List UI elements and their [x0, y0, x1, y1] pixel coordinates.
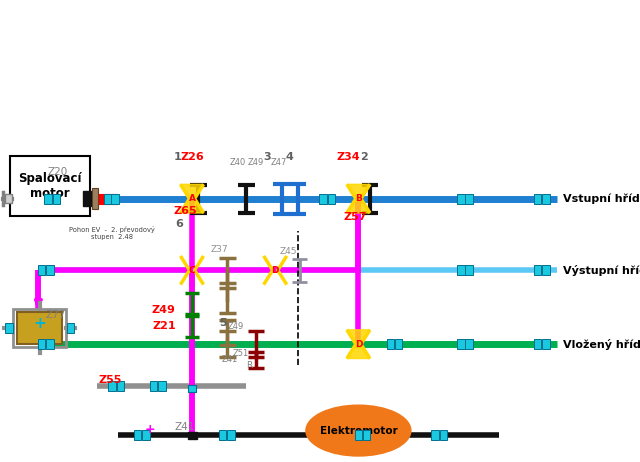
Bar: [38, 265, 45, 275]
Bar: [319, 194, 327, 204]
Text: Z49: Z49: [152, 304, 176, 315]
Bar: [440, 430, 447, 440]
Bar: [142, 430, 150, 440]
Text: Výstupní hřídel: Výstupní hřídel: [563, 265, 640, 276]
Bar: [67, 323, 74, 333]
Text: Z34: Z34: [337, 152, 360, 162]
Text: Z49: Z49: [227, 322, 244, 331]
Text: Z77: Z77: [45, 310, 66, 320]
Bar: [108, 381, 116, 391]
Bar: [457, 265, 465, 275]
Bar: [150, 381, 157, 391]
Text: 2: 2: [360, 152, 367, 162]
Text: Z21: Z21: [152, 321, 175, 331]
Text: D: D: [271, 266, 279, 275]
Text: Vložený hřídel: Vložený hřídel: [563, 339, 640, 350]
Text: A: A: [189, 194, 195, 203]
Bar: [46, 265, 54, 275]
Bar: [542, 339, 550, 349]
Bar: [44, 194, 52, 204]
Bar: [13, 309, 66, 347]
Text: Z47: Z47: [270, 158, 287, 167]
Polygon shape: [347, 184, 370, 213]
Text: C: C: [189, 266, 195, 275]
Bar: [457, 194, 465, 204]
Bar: [465, 194, 473, 204]
Bar: [104, 194, 111, 204]
Bar: [116, 381, 124, 391]
Bar: [52, 194, 60, 204]
Bar: [431, 430, 439, 440]
Text: Z20: Z20: [47, 167, 68, 177]
Text: 3: 3: [264, 152, 271, 162]
Bar: [188, 432, 197, 439]
Polygon shape: [180, 184, 204, 213]
Bar: [363, 430, 371, 440]
Bar: [46, 339, 54, 349]
Text: Z51: Z51: [232, 349, 249, 359]
Text: 5: 5: [220, 318, 227, 328]
Text: 4: 4: [285, 152, 293, 162]
Text: Z55: Z55: [99, 375, 122, 385]
Bar: [219, 430, 227, 440]
Bar: [534, 339, 541, 349]
Text: Elektromotor: Elektromotor: [319, 426, 397, 436]
Bar: [188, 385, 196, 392]
Ellipse shape: [306, 405, 411, 456]
Bar: [395, 339, 403, 349]
Bar: [465, 265, 473, 275]
Text: Z41: Z41: [174, 422, 195, 432]
Text: R: R: [246, 361, 253, 371]
Text: 6: 6: [175, 219, 183, 229]
Bar: [83, 191, 91, 206]
Bar: [158, 381, 166, 391]
Bar: [387, 339, 394, 349]
Text: Vstupní hřídel: Vstupní hřídel: [563, 194, 640, 204]
Polygon shape: [347, 330, 370, 359]
Text: D: D: [355, 340, 362, 349]
Bar: [542, 265, 550, 275]
Bar: [38, 339, 45, 349]
Text: B: B: [355, 194, 362, 203]
Bar: [542, 194, 550, 204]
Bar: [5, 323, 13, 333]
Text: 1: 1: [174, 152, 182, 162]
Text: Z41: Z41: [221, 355, 238, 364]
Bar: [92, 188, 98, 209]
Text: Spalovací
motor: Spalovací motor: [18, 172, 82, 200]
Bar: [534, 265, 541, 275]
Bar: [227, 430, 235, 440]
Text: +: +: [33, 316, 46, 331]
Text: Z49: Z49: [248, 158, 264, 167]
Bar: [534, 194, 541, 204]
Text: Z65: Z65: [174, 206, 197, 216]
Bar: [328, 194, 335, 204]
Text: +: +: [145, 423, 156, 436]
Text: Z37: Z37: [211, 245, 228, 255]
Text: Z45: Z45: [279, 247, 297, 256]
Bar: [17, 312, 62, 344]
Text: Z26: Z26: [180, 152, 204, 162]
Bar: [5, 194, 12, 203]
Bar: [111, 194, 119, 204]
Bar: [355, 430, 362, 440]
Bar: [457, 339, 465, 349]
Bar: [465, 339, 473, 349]
Bar: [134, 430, 141, 440]
Text: Pohon EV  -  2. převodový
stupen  2.48: Pohon EV - 2. převodový stupen 2.48: [69, 226, 155, 240]
FancyBboxPatch shape: [10, 156, 90, 216]
Text: Z57: Z57: [344, 212, 367, 222]
Text: Z40: Z40: [230, 158, 246, 167]
